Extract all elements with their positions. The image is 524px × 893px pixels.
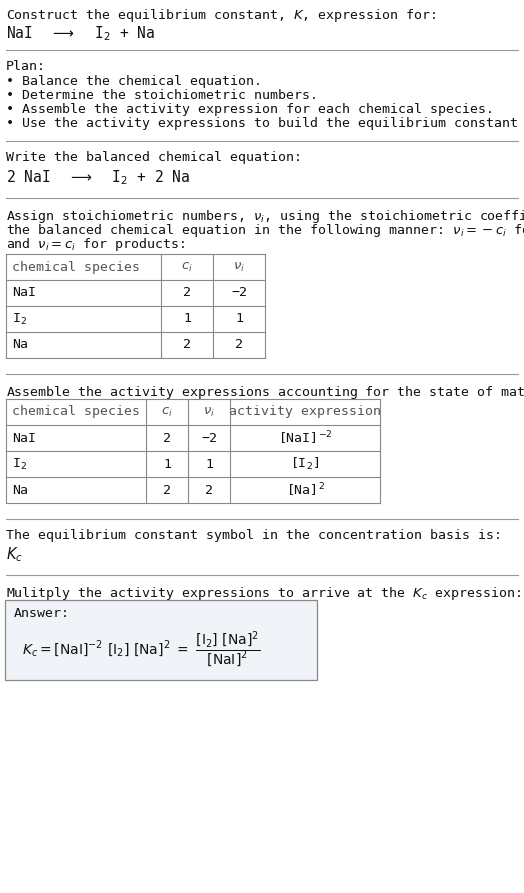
Text: • Balance the chemical equation.: • Balance the chemical equation.: [6, 75, 262, 88]
Text: $K_c = \mathrm{[NaI]}^{-2}\ \mathrm{[I_2]}\ \mathrm{[Na]}^2\ =\ \dfrac{\mathrm{[: $K_c = \mathrm{[NaI]}^{-2}\ \mathrm{[I_2…: [22, 629, 260, 669]
Text: chemical species: chemical species: [12, 405, 140, 419]
Text: • Use the activity expressions to build the equilibrium constant expression.: • Use the activity expressions to build …: [6, 117, 524, 130]
Text: 1: 1: [183, 313, 191, 326]
Text: • Assemble the activity expression for each chemical species.: • Assemble the activity expression for e…: [6, 103, 494, 116]
Text: I$_2$: I$_2$: [12, 312, 27, 327]
Text: the balanced chemical equation in the following manner: $\nu_i = -c_i$ for react: the balanced chemical equation in the fo…: [6, 222, 524, 239]
Text: Na: Na: [12, 483, 28, 497]
Text: 1: 1: [205, 457, 213, 471]
Text: Assign stoichiometric numbers, $\nu_i$, using the stoichiometric coefficients, $: Assign stoichiometric numbers, $\nu_i$, …: [6, 208, 524, 225]
Text: Construct the equilibrium constant, $K$, expression for:: Construct the equilibrium constant, $K$,…: [6, 7, 436, 24]
Text: [Na]$^2$: [Na]$^2$: [286, 481, 324, 499]
Text: Assemble the activity expressions accounting for the state of matter and $\nu_i$: Assemble the activity expressions accoun…: [6, 384, 524, 401]
Text: and $\nu_i = c_i$ for products:: and $\nu_i = c_i$ for products:: [6, 236, 185, 253]
Text: The equilibrium constant symbol in the concentration basis is:: The equilibrium constant symbol in the c…: [6, 529, 502, 542]
Text: • Determine the stoichiometric numbers.: • Determine the stoichiometric numbers.: [6, 89, 318, 102]
Text: Na: Na: [12, 338, 28, 352]
Text: I$_2$: I$_2$: [12, 456, 27, 472]
Text: 2 NaI  $\longrightarrow$  I$_2$ + 2 Na: 2 NaI $\longrightarrow$ I$_2$ + 2 Na: [6, 168, 190, 187]
Text: −2: −2: [231, 287, 247, 299]
Text: NaI: NaI: [12, 287, 36, 299]
Text: 1: 1: [235, 313, 243, 326]
Text: activity expression: activity expression: [229, 405, 381, 419]
Text: −2: −2: [201, 431, 217, 445]
Text: 2: 2: [235, 338, 243, 352]
Text: 1: 1: [163, 457, 171, 471]
Text: Write the balanced chemical equation:: Write the balanced chemical equation:: [6, 151, 302, 164]
Text: [NaI]$^{-2}$: [NaI]$^{-2}$: [278, 430, 332, 446]
Text: Plan:: Plan:: [6, 60, 46, 73]
Text: 2: 2: [183, 287, 191, 299]
Text: NaI: NaI: [12, 431, 36, 445]
Text: $c_i$: $c_i$: [181, 261, 193, 273]
Text: Answer:: Answer:: [14, 607, 70, 620]
Text: 2: 2: [205, 483, 213, 497]
Text: 2: 2: [163, 483, 171, 497]
Text: chemical species: chemical species: [12, 261, 140, 273]
Text: 2: 2: [163, 431, 171, 445]
Text: Mulitply the activity expressions to arrive at the $K_c$ expression:: Mulitply the activity expressions to arr…: [6, 585, 521, 602]
Text: $\nu_i$: $\nu_i$: [203, 405, 215, 419]
Text: 2: 2: [183, 338, 191, 352]
Text: [I$_2$]: [I$_2$]: [290, 456, 320, 472]
Text: $K_c$: $K_c$: [6, 545, 23, 563]
Text: NaI  $\longrightarrow$  I$_2$ + Na: NaI $\longrightarrow$ I$_2$ + Na: [6, 24, 155, 43]
FancyBboxPatch shape: [5, 600, 317, 680]
Text: $c_i$: $c_i$: [161, 405, 173, 419]
Text: $\nu_i$: $\nu_i$: [233, 261, 245, 273]
